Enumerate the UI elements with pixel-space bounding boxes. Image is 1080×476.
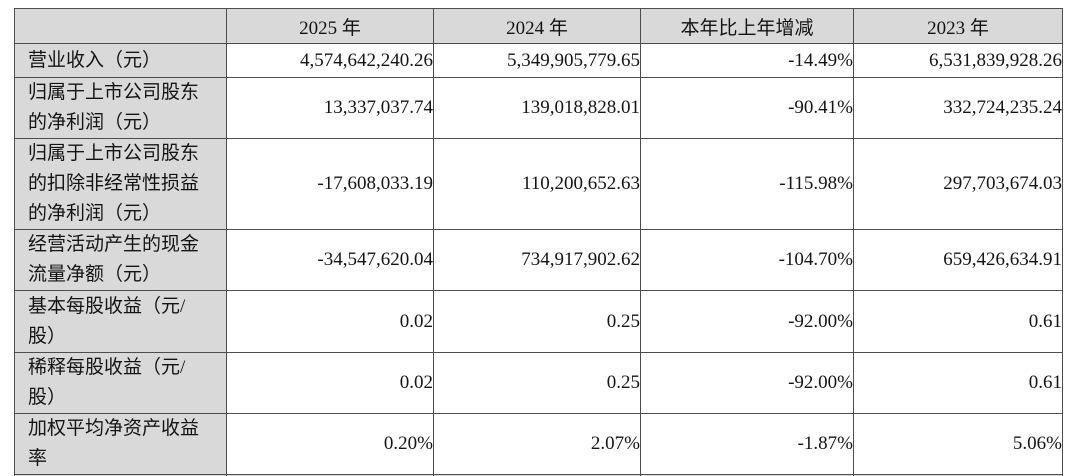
cell-2023: 6,531,839,928.26 — [853, 43, 1063, 78]
cell-2025: -17,608,033.19 — [226, 138, 434, 230]
table-row: 加权平均净资产收益率 0.20% 2.07% -1.87% 5.06% — [14, 413, 1063, 475]
table-row: 经营活动产生的现金流量净额（元） -34,547,620.04 734,917,… — [14, 229, 1063, 291]
cell-change: -115.98% — [640, 138, 854, 230]
cell-2023: 5.06% — [853, 413, 1063, 475]
table-row: 归属于上市公司股东的扣除非经常性损益的净利润（元） -17,608,033.19… — [14, 138, 1063, 230]
cell-2023: 332,724,235.24 — [853, 77, 1063, 139]
cell-2025: 4,574,642,240.26 — [226, 43, 434, 78]
row-label-text: 归属于上市公司股东的扣除非经常性损益的净利润（元） — [28, 143, 200, 224]
cell-change: -90.41% — [640, 77, 854, 139]
cell-2024: 2.07% — [433, 413, 641, 475]
header-2025: 2025 年 — [226, 8, 434, 44]
row-label: 归属于上市公司股东的扣除非经常性损益的净利润（元） — [14, 138, 227, 230]
table-row: 营业收入（元） 4,574,642,240.26 5,349,905,779.6… — [14, 43, 1063, 78]
cell-2024: 5,349,905,779.65 — [433, 43, 641, 78]
partial-next-row — [14, 474, 1063, 476]
header-2023: 2023 年 — [853, 8, 1063, 44]
row-label: 归属于上市公司股东的净利润（元） — [14, 77, 227, 139]
row-label-text: 营业收入（元） — [28, 49, 162, 71]
cell-2024: 110,200,652.63 — [433, 138, 641, 230]
table-row: 基本每股收益（元/股） 0.02 0.25 -92.00% 0.61 — [14, 290, 1063, 353]
row-label-text: 基本每股收益（元/股） — [28, 295, 186, 347]
partial-cell — [853, 474, 1063, 476]
row-label: 稀释每股收益（元/股） — [14, 352, 227, 414]
cell-change: -104.70% — [640, 229, 854, 291]
cell-2023: 297,703,674.03 — [853, 138, 1063, 230]
header-change: 本年比上年增减 — [640, 8, 854, 44]
table-header-row: 2025 年 2024 年 本年比上年增减 2023 年 — [14, 8, 1063, 44]
cell-2024: 734,917,902.62 — [433, 229, 641, 291]
cell-2024: 139,018,828.01 — [433, 77, 641, 139]
row-label: 营业收入（元） — [14, 43, 227, 78]
cell-2025: 13,337,037.74 — [226, 77, 434, 139]
row-label: 经营活动产生的现金流量净额（元） — [14, 229, 227, 291]
row-label-text: 归属于上市公司股东的净利润（元） — [28, 82, 200, 133]
table-row: 归属于上市公司股东的净利润（元） 13,337,037.74 139,018,8… — [14, 77, 1063, 139]
row-label-text: 加权平均净资产收益率 — [28, 418, 200, 469]
cell-2023: 0.61 — [853, 352, 1063, 414]
cell-change: -1.87% — [640, 413, 854, 475]
table-row: 稀释每股收益（元/股） 0.02 0.25 -92.00% 0.61 — [14, 352, 1063, 414]
header-blank-cell — [14, 8, 227, 44]
financial-summary-table: 2025 年 2024 年 本年比上年增减 2023 年 营业收入（元） 4,5… — [14, 8, 1063, 476]
cell-2023: 659,426,634.91 — [853, 229, 1063, 291]
cell-change: -14.49% — [640, 43, 854, 78]
cell-change: -92.00% — [640, 352, 854, 414]
cell-2024: 0.25 — [433, 290, 641, 353]
cell-2025: 0.20% — [226, 413, 434, 475]
cell-2024: 0.25 — [433, 352, 641, 414]
row-label-text: 经营活动产生的现金流量净额（元） — [28, 234, 200, 285]
cell-2025: 0.02 — [226, 290, 434, 353]
cell-2025: -34,547,620.04 — [226, 229, 434, 291]
cell-2023: 0.61 — [853, 290, 1063, 353]
header-2024: 2024 年 — [433, 8, 641, 44]
cell-2025: 0.02 — [226, 352, 434, 414]
row-label: 加权平均净资产收益率 — [14, 413, 227, 475]
row-label-text: 稀释每股收益（元/股） — [28, 357, 186, 408]
cell-change: -92.00% — [640, 290, 854, 353]
row-label: 基本每股收益（元/股） — [14, 290, 227, 353]
